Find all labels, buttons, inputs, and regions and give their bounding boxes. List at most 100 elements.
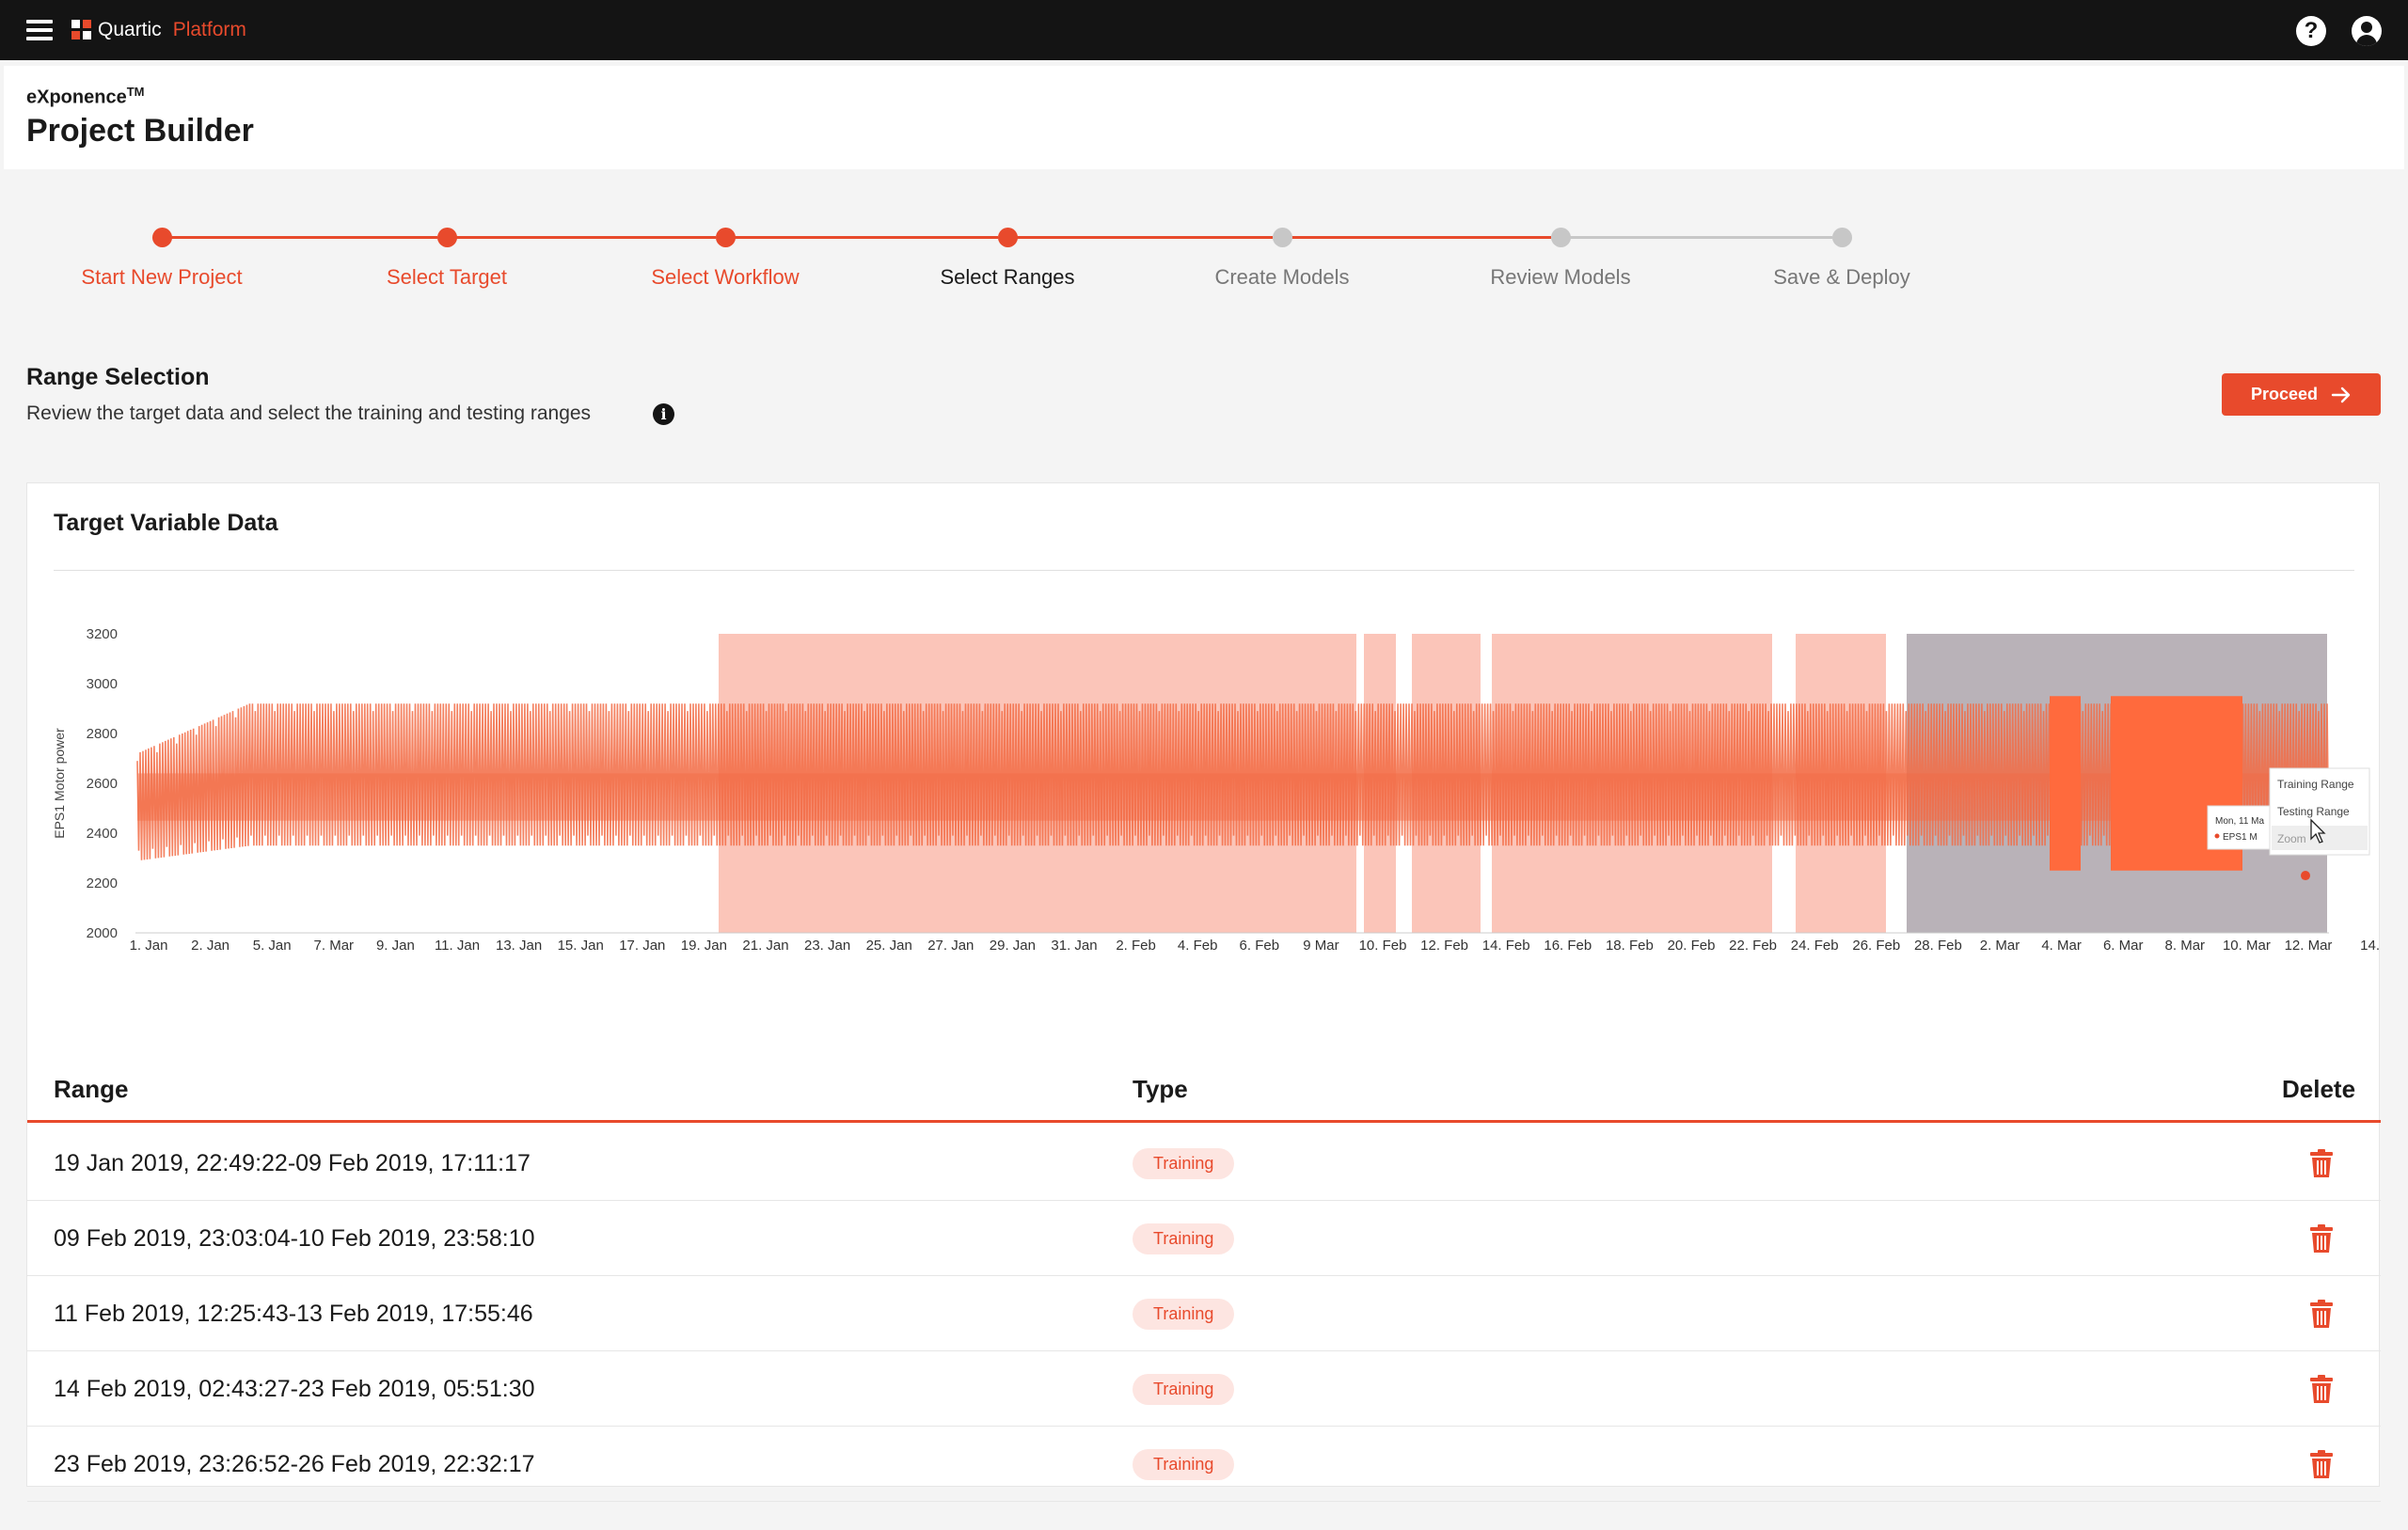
trash-icon[interactable] — [2309, 1148, 2334, 1178]
proceed-label: Proceed — [2250, 385, 2319, 403]
info-icon[interactable]: i — [653, 403, 674, 425]
context-menu-label: Training Range — [2277, 778, 2354, 791]
x-tick-label: 29. Jan — [990, 938, 1036, 954]
x-tick-label: 28. Feb — [1914, 938, 1962, 954]
y-tick-label: 2400 — [87, 826, 118, 842]
x-tick-label: 26. Feb — [1852, 938, 1900, 954]
context-menu-item[interactable] — [2272, 798, 2368, 823]
range-text: 23 Feb 2019, 23:26:52-26 Feb 2019, 22:32… — [54, 1451, 535, 1477]
x-tick-label: 20. Feb — [1668, 938, 1716, 954]
x-tick-label: 7. Mar — [314, 938, 355, 954]
context-menu-label: Zoom — [2277, 832, 2306, 845]
tooltip-series: EPS1 M — [2223, 832, 2258, 843]
x-tick-label: 2. Mar — [1980, 938, 2020, 954]
series-dense-block — [2050, 696, 2081, 871]
step-label[interactable]: Save & Deploy — [1773, 265, 1910, 289]
step-dot[interactable] — [716, 228, 736, 247]
trash-icon[interactable] — [2309, 1223, 2334, 1254]
header-delete: Delete — [2282, 1075, 2356, 1103]
step-dot[interactable] — [152, 228, 172, 247]
step-dot[interactable] — [998, 228, 1018, 247]
x-tick-label: 5. Jan — [253, 938, 292, 954]
trash-icon[interactable] — [2309, 1299, 2334, 1329]
range-text: 11 Feb 2019, 12:25:43-13 Feb 2019, 17:55… — [54, 1301, 533, 1327]
step-label[interactable]: Select Ranges — [940, 265, 1075, 289]
step-connector — [171, 236, 437, 239]
context-menu-item[interactable] — [2272, 771, 2368, 796]
x-tick-label: 8. Mar — [2165, 938, 2206, 954]
step-connector — [1291, 236, 1551, 239]
header-range: Range — [54, 1075, 129, 1103]
arrow-right-icon — [2331, 386, 2352, 403]
table-header: Range Type Delete — [27, 1052, 2381, 1123]
mouse-cursor-icon — [2310, 818, 2326, 844]
type-badge: Training — [1133, 1299, 1235, 1330]
top-bar: Quartic Platform ? — [0, 0, 2408, 60]
x-tick-label: 4. Mar — [2041, 938, 2082, 954]
type-badge: Training — [1133, 1148, 1235, 1179]
y-tick-label: 2800 — [87, 726, 118, 742]
x-tick-label: 24. Feb — [1791, 938, 1839, 954]
step-dot[interactable] — [1551, 228, 1571, 247]
help-glyph: ? — [2304, 18, 2319, 43]
x-tick-label: 1. Jan — [130, 938, 168, 954]
x-tick-label: 6. Mar — [2103, 938, 2144, 954]
x-tick-label: 19. Jan — [681, 938, 727, 954]
context-menu-label: Testing Range — [2277, 805, 2350, 818]
x-tick-label: 15. Jan — [558, 938, 604, 954]
card-divider — [54, 570, 2354, 571]
project-stepper: Start New Project Select Target Select Wor… — [0, 216, 2408, 301]
x-tick-label: 27. Jan — [927, 938, 974, 954]
card-title: Target Variable Data — [54, 510, 278, 536]
x-tick-label: 25. Jan — [866, 938, 912, 954]
step-connector — [735, 236, 998, 239]
y-tick-label: 3200 — [87, 626, 118, 642]
table-row: 23 Feb 2019, 23:26:52-26 Feb 2019, 22:32… — [27, 1427, 2381, 1502]
step-dot[interactable] — [1832, 228, 1852, 247]
brand-name: Quartic — [98, 19, 162, 40]
type-badge: Training — [1133, 1374, 1235, 1405]
x-tick-label: 9. Jan — [376, 938, 415, 954]
step-dot[interactable] — [437, 228, 457, 247]
product-name: eXponenceTM — [26, 85, 145, 108]
table-row: 09 Feb 2019, 23:03:04-10 Feb 2019, 23:58… — [27, 1201, 2381, 1276]
step-label[interactable]: Create Models — [1214, 265, 1350, 289]
series-core-band — [137, 773, 2327, 821]
proceed-button[interactable]: Proceed — [2222, 373, 2381, 416]
x-tick-label: 4. Feb — [1178, 938, 1218, 954]
target-variable-card: Target Variable Data 3200 3000 2800 2600 240… — [26, 482, 2381, 1502]
x-tick-label: 13. Jan — [496, 938, 542, 954]
step-connector — [1017, 236, 1273, 239]
hamburger-menu-icon[interactable] — [26, 19, 53, 41]
x-tick-label: 18. Feb — [1606, 938, 1654, 954]
y-tick-label: 2600 — [87, 776, 118, 792]
y-axis-label: EPS1 Motor power — [52, 728, 67, 839]
brand-sub: Platform — [172, 19, 246, 40]
step-label[interactable]: Select Target — [386, 265, 507, 289]
range-text: 19 Jan 2019, 22:49:22-09 Feb 2019, 17:11… — [54, 1150, 531, 1176]
step-label[interactable]: Start New Project — [81, 265, 243, 289]
hover-point — [2301, 871, 2310, 881]
trash-icon[interactable] — [2309, 1374, 2334, 1404]
x-tick-label: 2. Jan — [191, 938, 230, 954]
trash-icon[interactable] — [2309, 1449, 2334, 1479]
brand[interactable]: Quartic Platform — [71, 19, 246, 41]
step-label[interactable]: Select Workflow — [651, 265, 800, 289]
user-account-icon[interactable] — [2352, 16, 2382, 46]
range-text: 14 Feb 2019, 02:43:27-23 Feb 2019, 05:51… — [54, 1376, 535, 1402]
step-connector — [1570, 236, 1832, 239]
target-variable-chart[interactable]: 3200 3000 2800 2600 2400 2200 2000 EPS1 Motor p… — [27, 606, 2381, 1038]
x-tick-label: 6. Feb — [1240, 938, 1280, 954]
x-tick-label: 10. Mar — [2223, 938, 2271, 954]
step-label[interactable]: Review Models — [1490, 265, 1631, 289]
x-tick-label: 12. Feb — [1420, 938, 1468, 954]
tooltip-date: Mon, 11 Ma — [2215, 816, 2264, 827]
step-dot[interactable] — [1273, 228, 1292, 247]
x-tick-label: 11. Jan — [435, 938, 480, 954]
x-tick-label: 12. Mar — [2285, 938, 2333, 954]
x-tick-label: 9 Mar — [1303, 938, 1339, 954]
y-tick-label: 3000 — [87, 676, 118, 692]
table-row: 14 Feb 2019, 02:43:27-23 Feb 2019, 05:51… — [27, 1351, 2381, 1427]
section-description: Review the target data and select the tr… — [26, 402, 592, 424]
help-icon[interactable]: ? — [2296, 16, 2326, 46]
